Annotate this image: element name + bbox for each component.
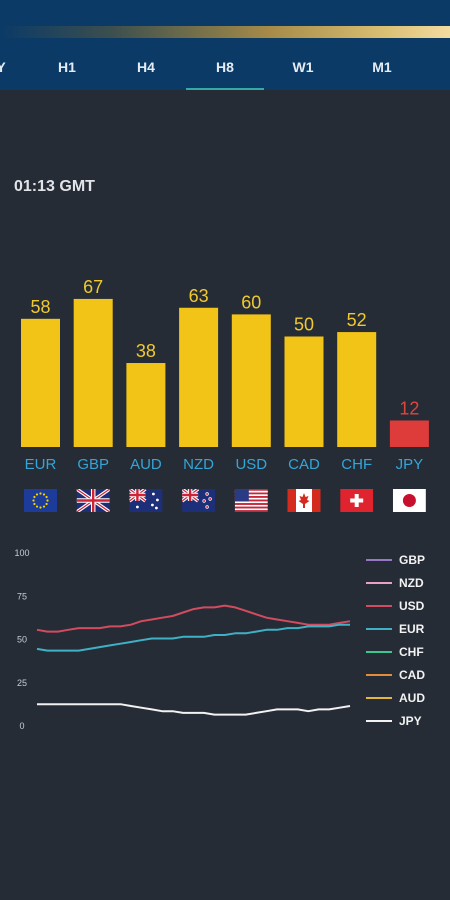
bar-value-label: 12 xyxy=(399,398,419,418)
tab-h8[interactable]: H8 xyxy=(186,44,264,90)
bar-jpy xyxy=(389,420,429,447)
currency-label: CAD xyxy=(288,456,320,473)
legend-swatch xyxy=(366,627,392,630)
currency-label: AUD xyxy=(130,456,162,473)
ca-flag-icon xyxy=(287,489,321,512)
y-tick-label: 25 xyxy=(17,678,27,688)
timeframe-tabs: Y H1 H4 H8 W1 M1 xyxy=(0,44,450,90)
gold-gradient-stripe xyxy=(0,26,450,38)
bar-eur xyxy=(21,318,60,447)
legend-swatch xyxy=(366,719,392,722)
currency-label: EUR xyxy=(25,456,57,473)
strength-line-chart: 100 75 50 25 0 xyxy=(14,548,351,731)
bar-usd xyxy=(231,314,271,447)
legend-label: GBP xyxy=(399,552,426,567)
tab-w1[interactable]: W1 xyxy=(292,59,314,75)
bar-aud xyxy=(126,363,166,447)
legend-label: NZD xyxy=(399,575,424,590)
tab-h1[interactable]: H1 xyxy=(58,59,76,75)
series-line-jpy xyxy=(37,703,351,716)
bar-value-label: 38 xyxy=(136,341,156,361)
y-tick-label: 50 xyxy=(17,635,27,645)
bar-value-label: 50 xyxy=(294,315,314,335)
legend-item-aud: AUD xyxy=(366,686,450,709)
legend-label: USD xyxy=(399,598,425,613)
currency-label: NZD xyxy=(183,456,214,473)
bar-value-label: 52 xyxy=(347,310,367,330)
legend-item-gbp: GBP xyxy=(366,548,450,571)
legend-label: CAD xyxy=(399,667,425,682)
bar-value-label: 63 xyxy=(189,286,209,306)
legend-label: JPY xyxy=(399,713,422,728)
bar-value-label: 60 xyxy=(241,292,261,312)
y-tick-label: 75 xyxy=(17,591,27,601)
legend-item-cad: CAD xyxy=(366,663,450,686)
legend-label: CHF xyxy=(399,644,424,659)
bar-value-label: 58 xyxy=(30,297,50,317)
series-line-usd xyxy=(36,604,351,633)
nz-flag-icon xyxy=(182,489,216,512)
ch-flag-icon xyxy=(340,489,374,512)
bar-cad xyxy=(284,336,324,447)
legend-swatch xyxy=(366,650,392,653)
currency-label: GBP xyxy=(77,456,109,473)
legend-item-usd: USD xyxy=(366,594,450,617)
legend-label: AUD xyxy=(399,690,425,705)
time-label: 01:13 GMT xyxy=(14,178,95,195)
us-flag-icon xyxy=(234,489,268,512)
legend-swatch xyxy=(366,696,392,699)
line-chart-legend: GBP NZD USD EUR CHF CAD AUD JPY xyxy=(366,548,450,732)
series-line-eur xyxy=(36,623,350,652)
currency-label: CHF xyxy=(341,456,372,473)
currency-label: JPY xyxy=(396,456,424,473)
legend-item-chf: CHF xyxy=(366,640,450,663)
legend-label: EUR xyxy=(399,621,425,636)
bar-nzd xyxy=(179,307,219,447)
legend-swatch xyxy=(366,558,392,561)
bar-chf xyxy=(337,332,377,447)
legend-swatch xyxy=(366,673,392,676)
bar-value-label: 67 xyxy=(83,277,103,297)
tab-m1[interactable]: M1 xyxy=(372,59,392,75)
legend-swatch xyxy=(366,604,392,607)
legend-swatch xyxy=(366,581,392,584)
y-tick-label: 100 xyxy=(14,548,29,558)
header-bar: Y H1 H4 H8 W1 M1 xyxy=(0,0,450,90)
strength-bar-chart: 58 EUR 67 GBP 38 AUD 63 NZD 60 USD 50 CAD 52 CHF 12 JPY xyxy=(21,277,429,512)
jp-flag-icon xyxy=(392,489,426,512)
bar-gbp xyxy=(73,298,113,447)
eu-flag-icon xyxy=(24,489,57,512)
currency-label: USD xyxy=(235,456,267,473)
uk-flag-icon xyxy=(76,489,110,512)
legend-item-jpy: JPY xyxy=(366,709,450,732)
tab-h4[interactable]: H4 xyxy=(137,59,155,75)
legend-item-nzd: NZD xyxy=(366,571,450,594)
legend-item-eur: EUR xyxy=(366,617,450,640)
tab-y[interactable]: Y xyxy=(0,59,6,75)
y-tick-label: 0 xyxy=(19,721,24,731)
au-flag-icon xyxy=(129,489,163,512)
